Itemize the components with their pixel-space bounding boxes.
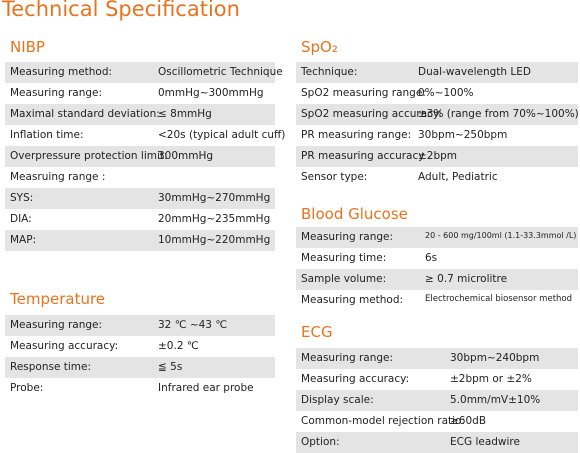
spec-label: SYS: (10, 192, 34, 204)
spec-label: MAP: (10, 234, 37, 246)
spec-row: Sensor type: Adult, Pediatric (296, 167, 578, 188)
spec-value: Dual-wavelength LED (418, 66, 531, 78)
spec-value: ±3% (range from 70%~100%) (418, 108, 579, 120)
spec-row: Measuring range: 0mmHg~300mmHg (5, 83, 275, 104)
spec-label: PR measuring accuracy (301, 150, 425, 162)
spec-row: Measuring range: 32 ℃ ~43 ℃ (5, 315, 275, 336)
spec-value: ≥ 0.7 microlitre (425, 273, 508, 285)
spec-label: DIA: (10, 213, 32, 225)
spec-label: Overpressure protection limit: (10, 150, 168, 162)
spec-label: Sensor type: (301, 171, 368, 183)
spec-label: Measuring range: (10, 319, 103, 331)
spec-row: SpO2 measuring range: 0%~100% (296, 83, 578, 104)
spec-row: Probe: Infrared ear probe (5, 378, 275, 399)
section-heading: NIBP (10, 38, 45, 56)
spec-row: PR measuring range: 30bpm~250bpm (296, 125, 578, 146)
spec-label: Sample volume: (301, 273, 387, 285)
spec-label: Common-model rejection ratio: (301, 415, 466, 427)
spec-label: Measruing range : (10, 171, 106, 183)
spec-label: Probe: (10, 382, 44, 394)
spec-value: ±0.2 ℃ (158, 340, 199, 352)
spec-value: ≤ 8mmHg (158, 108, 212, 120)
spec-value: ≥60dB (450, 415, 487, 427)
spec-label: Inflation time: (10, 129, 84, 141)
spec-value: 10mmHg~220mmHg (158, 234, 271, 246)
spec-label: Measuring accuracy: (10, 340, 119, 352)
spec-row: Response time: ≦ 5s (5, 357, 275, 378)
spec-label: Response time: (10, 361, 92, 373)
spec-value: 5.0mm/mV±10% (450, 394, 541, 406)
spec-row: Sample volume: ≥ 0.7 microlitre (296, 269, 578, 290)
spec-row: Display scale: 5.0mm/mV±10% (296, 390, 578, 411)
spec-value: ±2bpm or ±2% (450, 373, 532, 385)
spec-row: Measuring time: 6s (296, 248, 578, 269)
spec-label: Maximal standard deviation: (10, 108, 160, 120)
spec-label: Option: (301, 436, 340, 448)
spec-value: 30mmHg~270mmHg (158, 192, 271, 204)
spec-label: Measuring range: (301, 352, 394, 364)
spec-row: Common-model rejection ratio: ≥60dB (296, 411, 578, 432)
spec-value: ≦ 5s (158, 361, 183, 373)
spec-row: Measuring accuracy: ±0.2 ℃ (5, 336, 275, 357)
spec-label: SpO2 measuring accuracy: (301, 108, 442, 120)
spec-value: Adult, Pediatric (418, 171, 498, 183)
spec-label: Measuring method: (301, 294, 404, 306)
spec-row: MAP: 10mmHg~220mmHg (5, 230, 275, 251)
spec-label: Measuring time: (301, 252, 387, 264)
spec-value: 30bpm~250bpm (418, 129, 508, 141)
spec-row: Measuring method: Electrochemical biosens… (296, 290, 578, 311)
spec-row: Maximal standard deviation: ≤ 8mmHg (5, 104, 275, 125)
spec-label: Technique: (301, 66, 358, 78)
spec-label: Measuring range: (301, 231, 394, 243)
spec-row: Option: ECG leadwire (296, 432, 578, 453)
spec-value: Infrared ear probe (158, 382, 254, 394)
spec-label: Measuring accuracy: (301, 373, 410, 385)
spec-value: Electrochemical biosensor method (425, 294, 573, 304)
spec-row: Technique: Dual-wavelength LED (296, 62, 578, 83)
spec-value: <20s (typical adult cuff) (158, 129, 286, 141)
spec-row: DIA: 20mmHg~235mmHg (5, 209, 275, 230)
spec-row: Measuring method: Oscillometric Technique (5, 62, 283, 83)
spec-value: 300mmHg (158, 150, 214, 162)
page-title: Technical Specification (2, 0, 240, 21)
spec-value: 0mmHg~300mmHg (158, 87, 264, 99)
section-heading: ECG (301, 323, 333, 341)
spec-value: 20mmHg~235mmHg (158, 213, 271, 225)
spec-row: Measuring range: 20 - 600 mg/100ml (1.1-3… (296, 227, 578, 248)
spec-value: Oscillometric Technique (158, 66, 283, 78)
spec-value: 6s (425, 252, 438, 264)
spec-label: PR measuring range: (301, 129, 412, 141)
section-heading: Temperature (10, 290, 106, 308)
spec-label: Measuring range: (10, 87, 103, 99)
spec-value: ±2bpm (418, 150, 458, 162)
spec-value: 20 - 600 mg/100ml (1.1-33.3mmol /L) (425, 231, 577, 240)
spec-row: Measuring range: 30bpm~240bpm (296, 348, 578, 369)
spec-row: Measruing range : (5, 167, 275, 188)
spec-row: Inflation time: <20s (typical adult cuff) (5, 125, 285, 146)
section-heading: SpO₂ (301, 38, 338, 56)
spec-value: 30bpm~240bpm (450, 352, 540, 364)
spec-value: 0%~100% (418, 87, 474, 99)
spec-row: Measuring accuracy: ±2bpm or ±2% (296, 369, 578, 390)
spec-label: Measuring method: (10, 66, 113, 78)
spec-row: SYS: 30mmHg~270mmHg (5, 188, 275, 209)
spec-row: Overpressure protection limit: 300mmHg (5, 146, 275, 167)
spec-value: ECG leadwire (450, 436, 520, 448)
section-heading: Blood Glucose (301, 205, 408, 223)
spec-label: SpO2 measuring range: (301, 87, 426, 99)
spec-row: SpO2 measuring accuracy: ±3% (range from … (296, 104, 579, 125)
spec-value: 32 ℃ ~43 ℃ (158, 319, 228, 331)
spec-label: Display scale: (301, 394, 374, 406)
spec-row: PR measuring accuracy ±2bpm (296, 146, 578, 167)
